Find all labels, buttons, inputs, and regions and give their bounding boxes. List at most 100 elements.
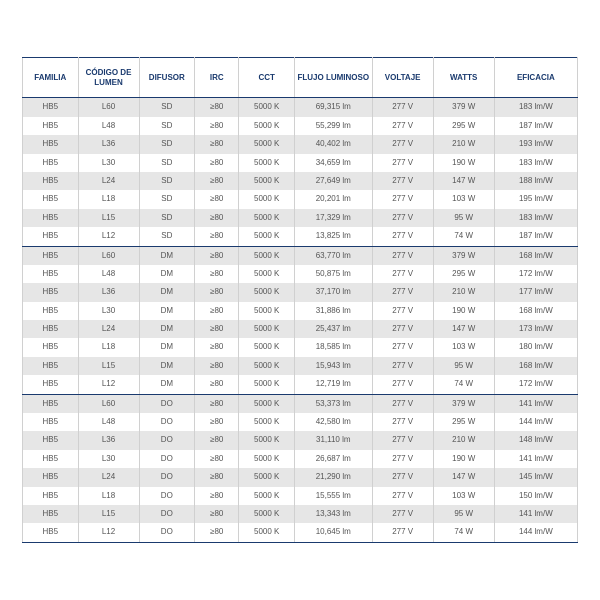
table-cell: L24	[78, 468, 139, 486]
table-cell: 168 lm/W	[494, 302, 577, 320]
table-header: FAMILIACÓDIGO DE LUMENDIFUSORIRCCCTFLUJO…	[23, 58, 578, 98]
table-row: HB5L18SD≥805000 K20,201 lm277 V103 W195 …	[23, 190, 578, 208]
table-cell: L60	[78, 246, 139, 265]
table-cell: ≥80	[195, 450, 239, 468]
column-header: EFICACIA	[494, 58, 577, 98]
table-cell: 95 W	[433, 357, 494, 375]
table-cell: ≥80	[195, 320, 239, 338]
table-cell: DO	[139, 413, 195, 431]
table-cell: L48	[78, 413, 139, 431]
table-cell: 210 W	[433, 283, 494, 301]
table-cell: 5000 K	[239, 375, 295, 394]
table-cell: L36	[78, 283, 139, 301]
table-row: HB5L48DM≥805000 K50,875 lm277 V295 W172 …	[23, 265, 578, 283]
table-cell: 173 lm/W	[494, 320, 577, 338]
table-cell: 187 lm/W	[494, 117, 577, 135]
table-cell: ≥80	[195, 394, 239, 413]
table-row: HB5L12DM≥805000 K12,719 lm277 V74 W172 l…	[23, 375, 578, 394]
table-cell: L12	[78, 523, 139, 542]
table-cell: 5000 K	[239, 98, 295, 117]
table-cell: ≥80	[195, 283, 239, 301]
column-header: CÓDIGO DE LUMEN	[78, 58, 139, 98]
table-cell: 277 V	[372, 487, 433, 505]
table-cell: DM	[139, 265, 195, 283]
table-cell: DO	[139, 487, 195, 505]
table-cell: 5000 K	[239, 302, 295, 320]
column-header: IRC	[195, 58, 239, 98]
table-row: HB5L36SD≥805000 K40,402 lm277 V210 W193 …	[23, 135, 578, 153]
table-cell: 34,659 lm	[294, 154, 372, 172]
table-cell: 190 W	[433, 450, 494, 468]
table-cell: 5000 K	[239, 487, 295, 505]
table-cell: 141 lm/W	[494, 394, 577, 413]
table-cell: 21,290 lm	[294, 468, 372, 486]
table-cell: ≥80	[195, 265, 239, 283]
table-cell: HB5	[23, 468, 79, 486]
table-cell: 277 V	[372, 357, 433, 375]
table-cell: 295 W	[433, 265, 494, 283]
table-cell: 277 V	[372, 394, 433, 413]
table-cell: DM	[139, 246, 195, 265]
table-cell: ≥80	[195, 209, 239, 227]
table-cell: 277 V	[372, 135, 433, 153]
table-cell: 18,585 lm	[294, 338, 372, 356]
table-cell: ≥80	[195, 357, 239, 375]
column-header: FLUJO LUMINOSO	[294, 58, 372, 98]
table-cell: 5000 K	[239, 227, 295, 246]
table-cell: L15	[78, 209, 139, 227]
table-cell: 210 W	[433, 135, 494, 153]
table-row: HB5L30SD≥805000 K34,659 lm277 V190 W183 …	[23, 154, 578, 172]
table-row: HB5L15DO≥805000 K13,343 lm277 V95 W141 l…	[23, 505, 578, 523]
table-cell: 277 V	[372, 209, 433, 227]
table-cell: 190 W	[433, 302, 494, 320]
table-cell: 180 lm/W	[494, 338, 577, 356]
table-cell: DM	[139, 302, 195, 320]
table-cell: HB5	[23, 505, 79, 523]
table-cell: DO	[139, 468, 195, 486]
table-row: HB5L24SD≥805000 K27,649 lm277 V147 W188 …	[23, 172, 578, 190]
table-cell: 177 lm/W	[494, 283, 577, 301]
table-row: HB5L24DO≥805000 K21,290 lm277 V147 W145 …	[23, 468, 578, 486]
table-cell: L30	[78, 450, 139, 468]
table-cell: 150 lm/W	[494, 487, 577, 505]
table-cell: SD	[139, 98, 195, 117]
table-cell: L30	[78, 302, 139, 320]
table-cell: ≥80	[195, 505, 239, 523]
table-cell: ≥80	[195, 431, 239, 449]
table-cell: HB5	[23, 190, 79, 208]
table-cell: HB5	[23, 283, 79, 301]
table-cell: 168 lm/W	[494, 246, 577, 265]
table-cell: ≥80	[195, 487, 239, 505]
table-cell: DM	[139, 283, 195, 301]
table-cell: 5000 K	[239, 394, 295, 413]
table-cell: 277 V	[372, 431, 433, 449]
table-cell: 144 lm/W	[494, 523, 577, 542]
table-cell: HB5	[23, 431, 79, 449]
table-row: HB5L30DO≥805000 K26,687 lm277 V190 W141 …	[23, 450, 578, 468]
table-cell: HB5	[23, 302, 79, 320]
column-header: DIFUSOR	[139, 58, 195, 98]
table-cell: 74 W	[433, 523, 494, 542]
table-cell: L60	[78, 98, 139, 117]
table-cell: 190 W	[433, 154, 494, 172]
table-cell: 95 W	[433, 209, 494, 227]
table-cell: 20,201 lm	[294, 190, 372, 208]
table-cell: DO	[139, 505, 195, 523]
table-cell: HB5	[23, 338, 79, 356]
column-header: WATTS	[433, 58, 494, 98]
table-cell: 195 lm/W	[494, 190, 577, 208]
table-cell: 50,875 lm	[294, 265, 372, 283]
table-row: HB5L60DO≥805000 K53,373 lm277 V379 W141 …	[23, 394, 578, 413]
table-cell: 277 V	[372, 190, 433, 208]
table-row: HB5L36DM≥805000 K37,170 lm277 V210 W177 …	[23, 283, 578, 301]
table-cell: 69,315 lm	[294, 98, 372, 117]
table-cell: 141 lm/W	[494, 505, 577, 523]
table-cell: 277 V	[372, 117, 433, 135]
table-cell: SD	[139, 154, 195, 172]
table-cell: 15,943 lm	[294, 357, 372, 375]
table-cell: 277 V	[372, 98, 433, 117]
table-cell: 168 lm/W	[494, 357, 577, 375]
table-cell: HB5	[23, 450, 79, 468]
table-cell: ≥80	[195, 302, 239, 320]
table-cell: 5000 K	[239, 320, 295, 338]
